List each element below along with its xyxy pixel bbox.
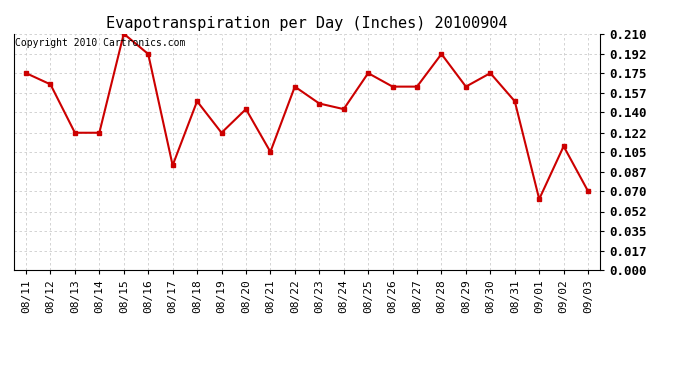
Title: Evapotranspiration per Day (Inches) 20100904: Evapotranspiration per Day (Inches) 2010…: [106, 16, 508, 31]
Text: Copyright 2010 Cartronics.com: Copyright 2010 Cartronics.com: [15, 39, 186, 48]
